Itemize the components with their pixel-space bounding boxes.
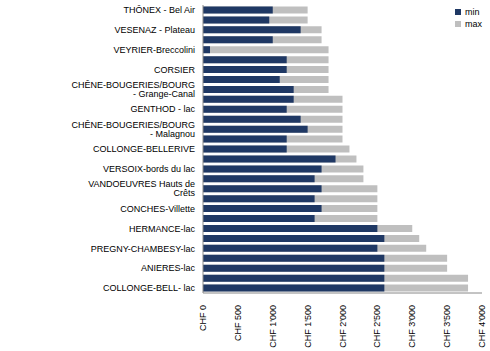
svg-text:CHF 2'000: CHF 2'000 (338, 305, 348, 348)
svg-text:CONCHES-Villette: CONCHES-Villette (120, 204, 195, 214)
svg-text:CHF 500: CHF 500 (233, 305, 243, 341)
html-text:max: max (465, 19, 482, 29)
svg-text:VANDOEUVRES Hauts deCrêts: VANDOEUVRES Hauts deCrêts (88, 179, 195, 198)
svg-text:CHF 2'500: CHF 2'500 (372, 305, 382, 348)
svg-text:HERMANCE-lac: HERMANCE-lac (129, 224, 196, 234)
svg-text:THÔNEX - Bel Air: THÔNEX - Bel Air (123, 5, 195, 15)
html-text:min: min (465, 7, 480, 17)
svg-text:CHF 4'000: CHF 4'000 (477, 305, 482, 348)
svg-text:GENTHOD - lac: GENTHOD - lac (130, 104, 195, 114)
svg-text:CHÊNE-BOUGERIES/BOURG- Grange-: CHÊNE-BOUGERIES/BOURG- Grange-Canal (71, 80, 195, 99)
svg-text:COLLONGE-BELLERIVE: COLLONGE-BELLERIVE (93, 144, 195, 154)
svg-text:VEYRIER-Breccolini: VEYRIER-Breccolini (113, 45, 195, 55)
svg-text:CHF 3'500: CHF 3'500 (442, 305, 452, 348)
svg-text:CHF 0: CHF 0 (198, 305, 208, 331)
svg-text:ANIERES-lac: ANIERES-lac (141, 263, 196, 273)
svg-text:CHF 1'500: CHF 1'500 (303, 305, 313, 348)
svg-text:CHÊNE-BOUGERIES/BOURG- Malagno: CHÊNE-BOUGERIES/BOURG- Malagnou (71, 120, 195, 139)
svg-text:VERSOIX-bords du lac: VERSOIX-bords du lac (103, 164, 196, 174)
svg-text:COLLONGE-BELL- lac: COLLONGE-BELL- lac (103, 283, 196, 293)
svg-text:PREGNY-CHAMBESY-lac: PREGNY-CHAMBESY-lac (91, 244, 196, 254)
svg-text:CHF 1'000: CHF 1'000 (268, 305, 278, 348)
svg-text:CHF 3'000: CHF 3'000 (407, 305, 417, 348)
svg-text:VESENAZ - Plateau: VESENAZ - Plateau (114, 25, 195, 35)
svg-text:CORSIER: CORSIER (154, 65, 196, 75)
